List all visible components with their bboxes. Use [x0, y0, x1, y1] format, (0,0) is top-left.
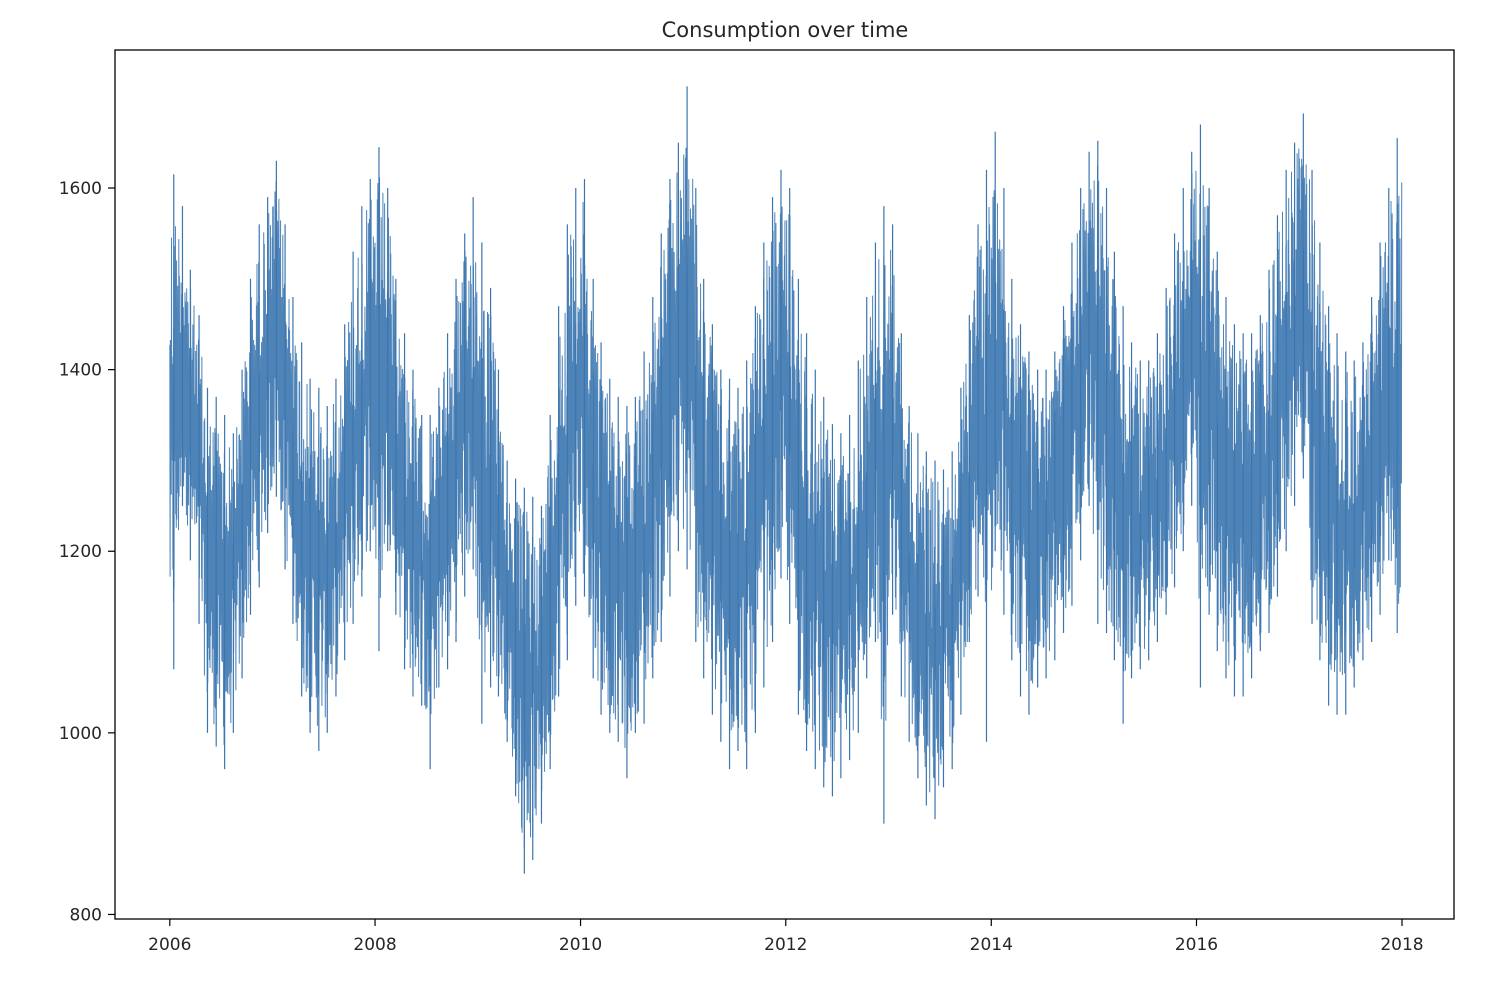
series-0: [169, 86, 1403, 874]
y-tick-label-800: 800: [70, 905, 102, 925]
y-tick-label-1200: 1200: [59, 542, 102, 562]
x-tick-label-2010: 2010: [559, 935, 602, 955]
x-tick-label-2018: 2018: [1380, 935, 1423, 955]
y-tick-label-1400: 1400: [59, 361, 102, 381]
series-line: [169, 147, 1403, 849]
x-tick-label-2012: 2012: [764, 935, 807, 955]
chart-title: Consumption over time: [662, 18, 909, 42]
series-layer: [169, 86, 1403, 874]
axes-layer: 2006 2008 2010 2012 2014 2016 2018 800 1000 1200 1…: [59, 179, 1424, 955]
x-tick-label-2006: 2006: [148, 935, 191, 955]
y-tick-label-1000: 1000: [59, 724, 102, 744]
x-tick-label-2016: 2016: [1175, 935, 1218, 955]
x-tick-label-2008: 2008: [353, 935, 396, 955]
x-tick-label-2014: 2014: [970, 935, 1013, 955]
y-tick-label-1600: 1600: [59, 179, 102, 199]
plot-frame: [114, 49, 1455, 920]
